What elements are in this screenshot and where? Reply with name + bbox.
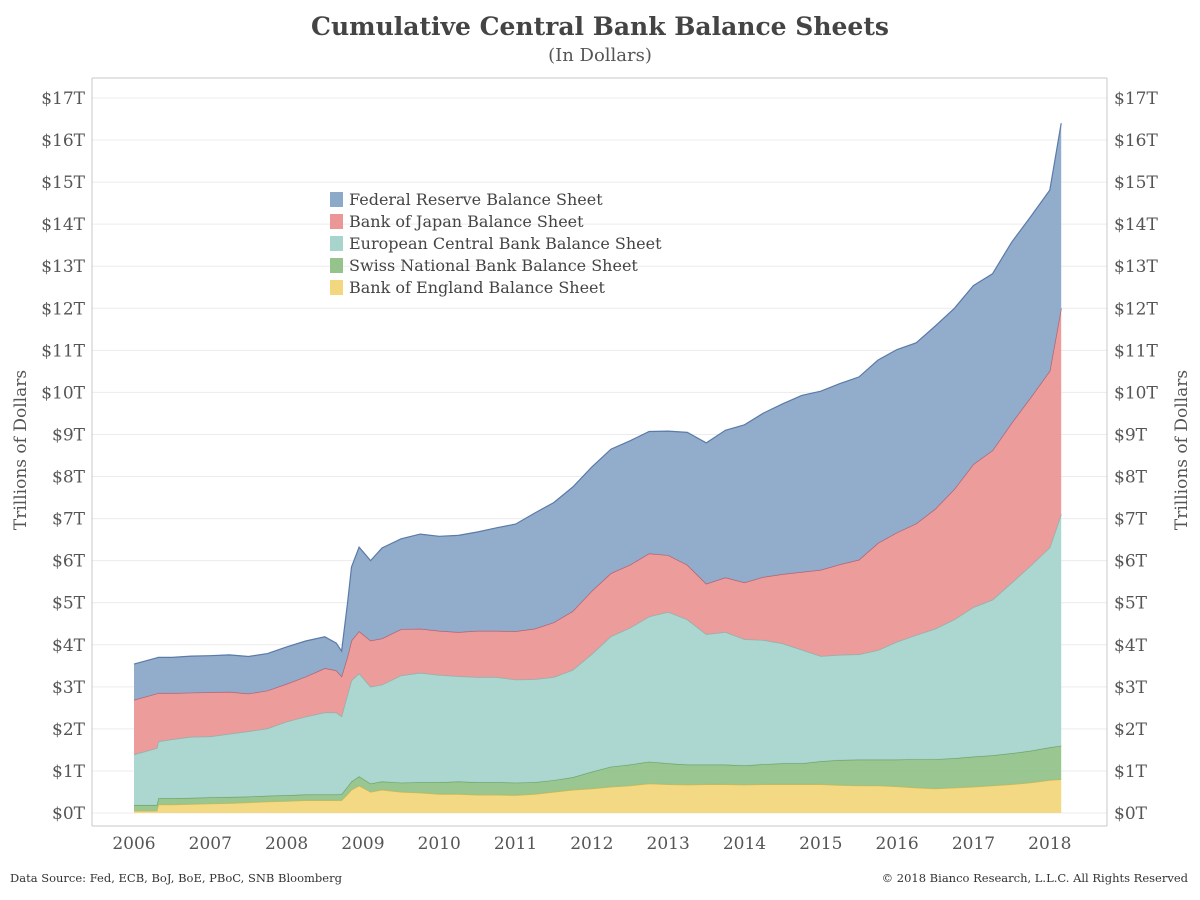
y-tick-label-right: $4T	[1114, 636, 1148, 656]
y-tick-label-left: $7T	[52, 510, 86, 530]
y-tick-label-left: $5T	[52, 594, 86, 614]
legend-label: Swiss National Bank Balance Sheet	[349, 256, 638, 275]
copyright-note: © 2018 Bianco Research, L.L.C. All Right…	[881, 871, 1188, 885]
legend: Federal Reserve Balance Sheet Bank of Jap…	[330, 190, 662, 297]
y-tick-label-left: $11T	[41, 341, 85, 361]
y-tick-label-left: $9T	[52, 425, 86, 445]
x-tick-label: 2009	[341, 834, 384, 854]
plot-frame	[91, 77, 1108, 827]
x-axis: 2006 2007 2008 2009 2010 2011 2012 2013 2014 2015…	[112, 834, 1071, 854]
y-tick-label-right: $15T	[1114, 173, 1158, 193]
y-tick-label-right: $17T	[1114, 89, 1158, 109]
y-axis-label-left: Trillions of Dollars	[11, 370, 31, 530]
data-source-note: Data Source: Fed, ECB, BoJ, BoE, PBoC, S…	[10, 871, 342, 885]
y-tick-label-right: $9T	[1114, 425, 1148, 445]
legend-swatch	[330, 192, 343, 207]
series-area-bank-of-england-balance-sheet	[134, 779, 1062, 813]
y-tick-label-right: $12T	[1114, 299, 1158, 319]
y-tick-label-left: $14T	[41, 215, 85, 235]
x-tick-label: 2018	[1028, 834, 1071, 854]
y-tick-label-left: $13T	[41, 257, 85, 277]
y-tick-label-right: $0T	[1114, 804, 1148, 824]
y-tick-label-right: $13T	[1114, 257, 1158, 277]
y-tick-label-left: $1T	[52, 762, 86, 782]
y-tick-label-right: $6T	[1114, 552, 1148, 572]
series-area-swiss-national-bank-balance-sheet	[134, 745, 1062, 811]
y-tick-label-right: $7T	[1114, 510, 1148, 530]
y-tick-label-left: $15T	[41, 173, 85, 193]
x-tick-label: 2016	[875, 834, 918, 854]
y-tick-label-left: $10T	[41, 383, 85, 403]
y-tick-label-left: $12T	[41, 299, 85, 319]
legend-swatch	[330, 236, 343, 251]
y-tick-label-right: $5T	[1114, 594, 1148, 614]
series-area-bank-of-japan-balance-sheet	[134, 308, 1062, 755]
y-tick-label-right: $11T	[1114, 341, 1158, 361]
legend-swatch	[330, 258, 343, 273]
legend-label: European Central Bank Balance Sheet	[349, 234, 662, 253]
y-tick-label-left: $4T	[52, 636, 86, 656]
y-axis-left: $0T $1T $2T $3T $4T $5T $6T $7T $8T $9T $10T $11T $1…	[41, 89, 85, 824]
y-tick-label-left: $16T	[41, 131, 85, 151]
y-axis-right: $0T $1T $2T $3T $4T $5T $6T $7T $8T $9T $10T $11T $1…	[1114, 89, 1158, 824]
y-tick-label-left: $3T	[52, 678, 86, 698]
y-tick-label-left: $17T	[41, 89, 85, 109]
legend-swatch	[330, 214, 343, 229]
y-tick-label-right: $1T	[1114, 762, 1148, 782]
y-tick-label-right: $16T	[1114, 131, 1158, 151]
x-tick-label: 2010	[418, 834, 461, 854]
y-tick-label-right: $2T	[1114, 720, 1148, 740]
series-area-european-central-bank-balance-sheet	[134, 514, 1062, 805]
legend-label: Bank of England Balance Sheet	[349, 278, 606, 297]
x-tick-label: 2013	[647, 834, 690, 854]
x-tick-label: 2006	[112, 834, 155, 854]
y-tick-label-right: $10T	[1114, 383, 1158, 403]
legend-label: Bank of Japan Balance Sheet	[349, 212, 584, 231]
x-tick-label: 2011	[494, 834, 537, 854]
chart-subtitle: (In Dollars)	[548, 45, 652, 66]
x-tick-label: 2007	[189, 834, 232, 854]
y-axis-label-right: Trillions of Dollars	[1172, 370, 1192, 530]
y-tick-label-left: $2T	[52, 720, 86, 740]
x-tick-label: 2017	[952, 834, 995, 854]
y-tick-label-right: $14T	[1114, 215, 1158, 235]
x-tick-label: 2008	[265, 834, 308, 854]
legend-swatch	[330, 280, 343, 295]
series-area-federal-reserve-balance-sheet-line	[133, 123, 1062, 665]
x-tick-label: 2012	[570, 834, 613, 854]
y-tick-label-left: $8T	[52, 468, 86, 488]
x-tick-label: 2015	[799, 834, 842, 854]
chart-title: Cumulative Central Bank Balance Sheets	[311, 12, 889, 41]
legend-label: Federal Reserve Balance Sheet	[349, 190, 603, 209]
area-series	[133, 123, 1062, 813]
x-tick-label: 2014	[723, 834, 766, 854]
y-tick-label-right: $3T	[1114, 678, 1148, 698]
y-tick-label-left: $6T	[52, 552, 86, 572]
y-tick-label-right: $8T	[1114, 468, 1148, 488]
y-tick-label-left: $0T	[52, 804, 86, 824]
